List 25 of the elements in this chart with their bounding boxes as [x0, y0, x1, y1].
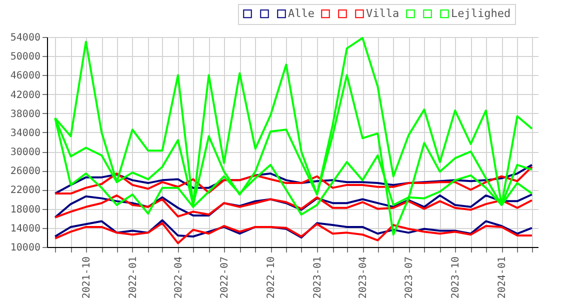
- x-tick-label: 2023-10: [450, 256, 462, 299]
- y-tick-label: 34000: [10, 128, 40, 139]
- legend-label: Lejlighed: [451, 6, 511, 20]
- y-tick-label: 14000: [10, 223, 40, 234]
- y-tick-label: 38000: [10, 108, 40, 120]
- y-tick-label: 46000: [10, 70, 40, 82]
- x-tick-label: 2023-04: [358, 256, 370, 299]
- x-tick-label: 2022-04: [173, 256, 184, 299]
- y-tick-label: 50000: [10, 52, 40, 63]
- x-tick-label: 2022-07: [219, 256, 230, 299]
- y-tick-label: 42000: [10, 90, 40, 101]
- legend-label: Alle: [288, 6, 314, 20]
- x-tick-label: 2023-07: [404, 256, 416, 299]
- x-tick-label: 2022-10: [266, 256, 278, 299]
- y-tick-label: 10000: [10, 242, 40, 254]
- x-tick-label: 2022-01: [128, 256, 139, 299]
- y-tick-label: 54000: [10, 32, 40, 44]
- y-tick-label: 26000: [10, 166, 40, 178]
- y-tick-label: 30000: [10, 147, 40, 158]
- legend-label: Villa: [366, 6, 400, 20]
- y-tick-label: 22000: [10, 185, 40, 196]
- y-tick-label: 18000: [10, 204, 40, 216]
- x-tick-label: 2021-10: [81, 256, 92, 299]
- x-tick-label: 2023-01: [312, 256, 324, 299]
- x-tick-label: 2024-01: [497, 256, 508, 299]
